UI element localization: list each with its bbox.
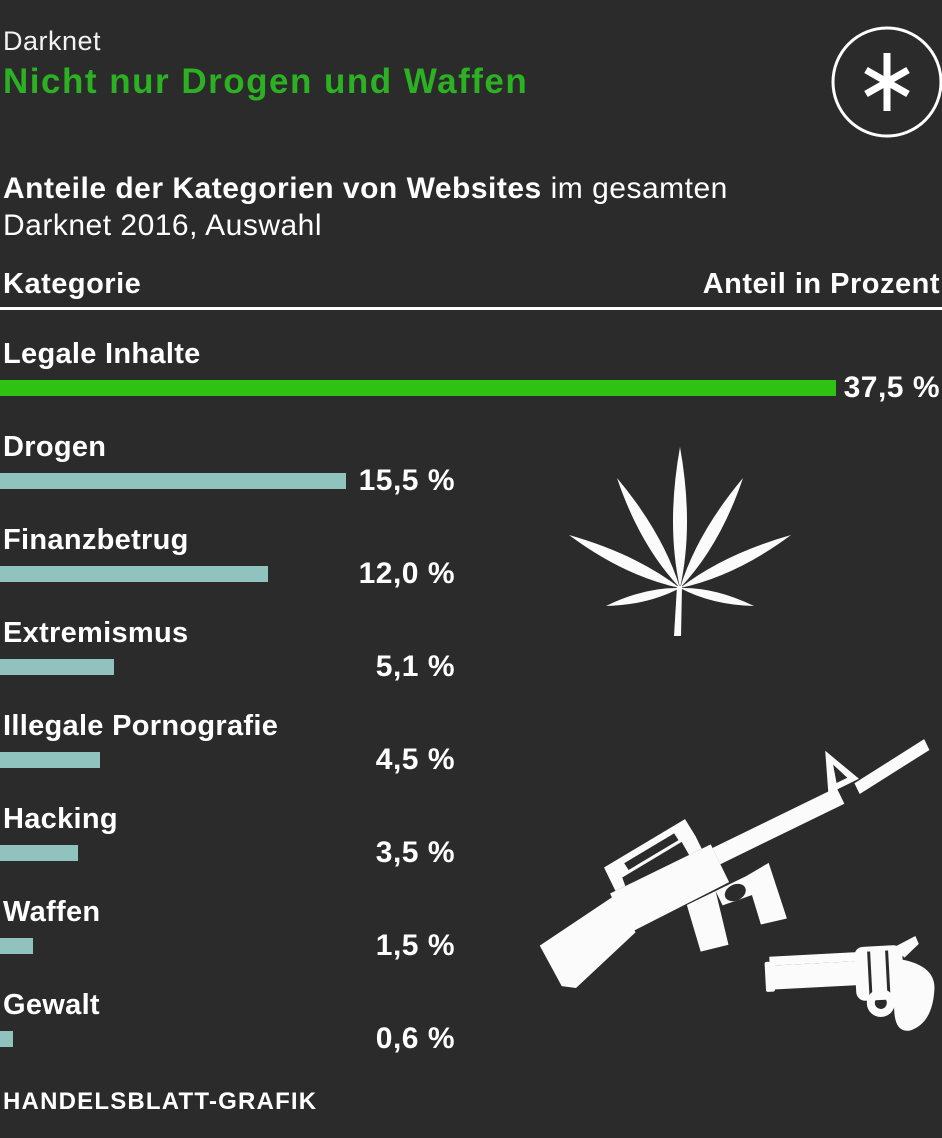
subtitle-regular: im gesamten — [541, 172, 728, 205]
category-label: Illegale Pornografie — [3, 710, 279, 742]
chart-row: Gewalt 0,6 % — [0, 989, 942, 1081]
chart-row: Legale Inhalte 37,5 % — [0, 338, 942, 430]
asterisk-circle-icon — [831, 26, 942, 138]
value-label: 15,5 % — [358, 464, 455, 497]
value-bar — [0, 1031, 13, 1047]
value-bar — [0, 845, 78, 861]
value-label: 5,1 % — [375, 650, 455, 683]
category-label: Drogen — [3, 431, 107, 463]
column-header-category: Kategorie — [3, 268, 142, 300]
chart-row: Hacking 3,5 % — [0, 803, 942, 895]
chart-row: Finanzbetrug 12,0 % — [0, 524, 942, 616]
chart-row: Waffen 1,5 % — [0, 896, 942, 988]
subtitle-line2: Darknet 2016, Auswahl — [3, 209, 323, 242]
subtitle-bold: Anteile der Kategorien von Websites — [3, 172, 542, 205]
kicker: Darknet — [3, 26, 102, 56]
table-header: Kategorie Anteil in Prozent — [0, 268, 942, 302]
value-bar — [0, 659, 114, 675]
value-bar — [0, 566, 268, 582]
value-label: 1,5 % — [375, 929, 455, 962]
header-divider-line — [0, 307, 942, 310]
value-bar — [0, 380, 836, 396]
chart-row: Drogen 15,5 % — [0, 431, 942, 523]
value-label: 3,5 % — [375, 836, 455, 869]
value-label: 4,5 % — [375, 743, 455, 776]
value-bar — [0, 752, 100, 768]
chart-row: Illegale Pornografie 4,5 % — [0, 710, 942, 802]
value-label: 0,6 % — [375, 1022, 455, 1055]
category-label: Legale Inhalte — [3, 338, 201, 370]
category-label: Extremismus — [3, 617, 189, 649]
category-label: Hacking — [3, 803, 118, 835]
chart-subtitle: Anteile der Kategorien von Websites im g… — [3, 170, 728, 244]
source-credit: HANDELSBLATT-GRAFIK — [3, 1088, 318, 1115]
value-label: 37,5 % — [843, 371, 940, 404]
column-header-share: Anteil in Prozent — [702, 268, 940, 300]
value-bar — [0, 938, 33, 954]
page-title: Nicht nur Drogen und Waffen — [3, 62, 529, 101]
chart-row: Extremismus 5,1 % — [0, 617, 942, 709]
category-label: Waffen — [3, 896, 101, 928]
value-label: 12,0 % — [358, 557, 455, 590]
value-bar — [0, 473, 346, 489]
category-label: Finanzbetrug — [3, 524, 189, 556]
category-label: Gewalt — [3, 989, 100, 1021]
